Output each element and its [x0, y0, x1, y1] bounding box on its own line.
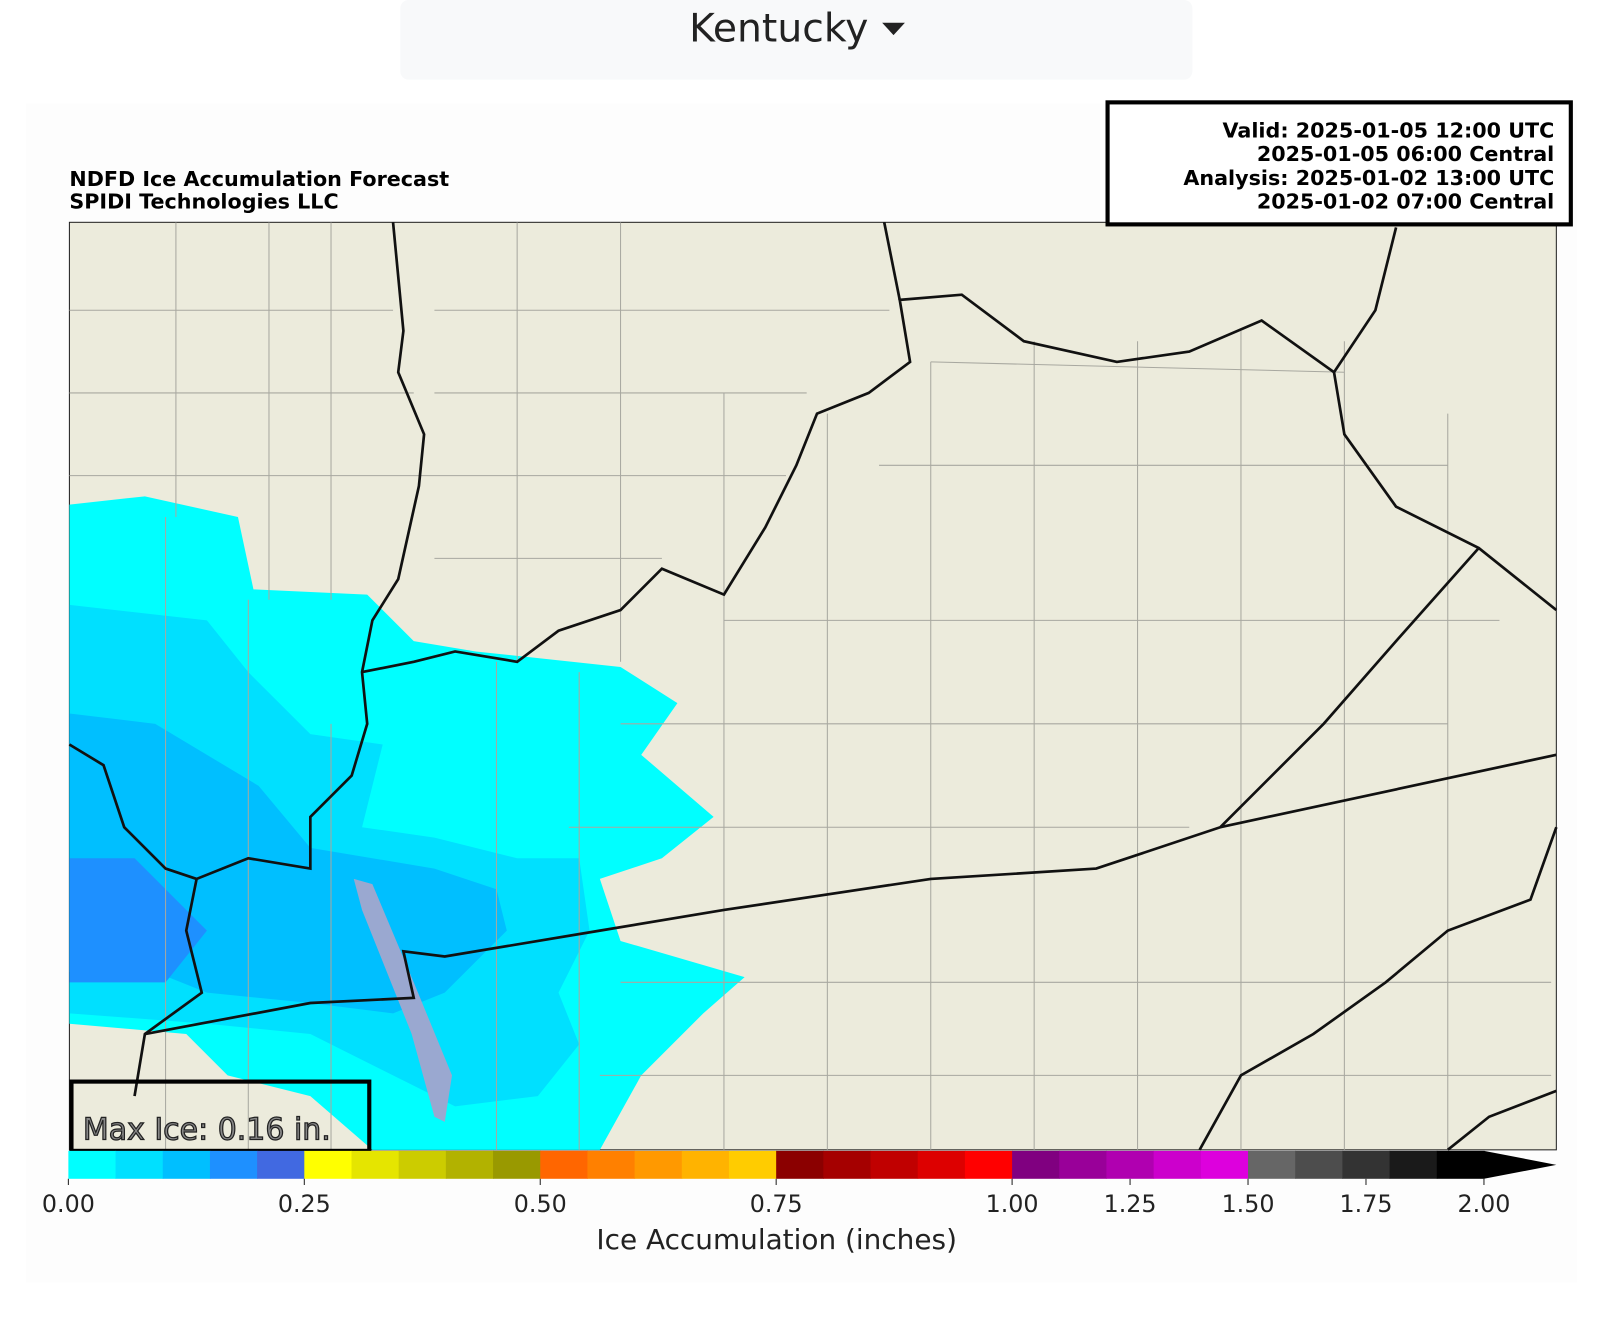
colorbar-segment: [1295, 1150, 1343, 1179]
valid-line: Valid: 2025-01-05 12:00 UTC: [1223, 118, 1555, 142]
valid-line: 2025-01-02 07:00 Central: [1257, 190, 1554, 214]
colorbar-segment: [1153, 1150, 1202, 1179]
colorbar-segment: [728, 1150, 777, 1179]
colorbar-segment: [1200, 1150, 1249, 1179]
colorbar-tick-label: 0.25: [278, 1190, 331, 1218]
colorbar-segment: [493, 1150, 541, 1179]
colorbar-segment: [1436, 1150, 1485, 1179]
colorbar-segment: [964, 1150, 1013, 1179]
valid-line: 2025-01-05 06:00 Central: [1257, 142, 1554, 166]
colorbar-segment: [823, 1150, 872, 1179]
colorbar-tick-label: 0.00: [42, 1190, 95, 1218]
colorbar-segment: [1059, 1150, 1107, 1179]
valid-box: [1105, 100, 1573, 227]
colorbar-tick-label: 1.50: [1222, 1190, 1275, 1218]
region-dropdown[interactable]: [400, 0, 1193, 80]
colorbar-segment: [634, 1150, 683, 1179]
colorbar-tick-label: 0.75: [750, 1190, 803, 1218]
dropdown-caret[interactable]: [882, 22, 905, 36]
colorbar-segment: [587, 1150, 636, 1179]
colorbar-segment: [162, 1150, 211, 1179]
max-label: Max Ice: 0.16 in.: [83, 1113, 331, 1148]
colorbar-segment: [68, 1150, 117, 1179]
colorbar-tick-label: 1.00: [986, 1190, 1039, 1218]
colorbar-segment: [257, 1150, 305, 1179]
colorbar-segment: [1389, 1150, 1438, 1179]
map: [68, 221, 1558, 1151]
colorbar-segment: [1106, 1150, 1155, 1179]
map-title: NDFD Ice Accumulation Forecast: [69, 167, 449, 191]
state-borders: [68, 222, 1558, 1151]
colorbar-segment: [209, 1150, 258, 1179]
colorbar-tick-label: 1.75: [1340, 1190, 1393, 1218]
colorbar-segment: [351, 1150, 400, 1179]
colorbar-segment: [304, 1150, 353, 1179]
colorbar-segment: [398, 1150, 447, 1179]
colorbar-segment: [1012, 1150, 1060, 1179]
lake: [353, 878, 452, 1122]
region-name[interactable]: Kentucky: [689, 7, 868, 52]
colorbar-segment: [540, 1150, 588, 1179]
colorbar-label: Ice Accumulation (inches): [596, 1223, 957, 1256]
colorbar: 0.00 0.25 0.50 0.75 1.00 1.25 1.50 1.75 2.00: [42, 1150, 1557, 1218]
valid-line: Analysis: 2025-01-02 13:00 UTC: [1183, 166, 1554, 190]
colorbar-segment: [115, 1150, 164, 1179]
map-subtitle: SPIDI Technologies LLC: [69, 190, 338, 214]
colorbar-segment: [870, 1150, 919, 1179]
colorbar-tick-label: 1.25: [1104, 1190, 1157, 1218]
colorbar-segment: [917, 1150, 966, 1179]
colorbar-segment: [1248, 1150, 1296, 1179]
colorbar-tick-label: 2.00: [1457, 1190, 1510, 1218]
colorbar-segment: [1342, 1150, 1391, 1179]
county-lines: [69, 222, 1552, 1150]
colorbar-segment: [681, 1150, 730, 1179]
ice-area-max: [69, 858, 207, 983]
colorbar-tick-label: 0.50: [514, 1190, 567, 1218]
colorbar-segment: [445, 1150, 494, 1179]
colorbar-segment: [776, 1150, 824, 1179]
colorbar-extend: [1483, 1150, 1557, 1179]
